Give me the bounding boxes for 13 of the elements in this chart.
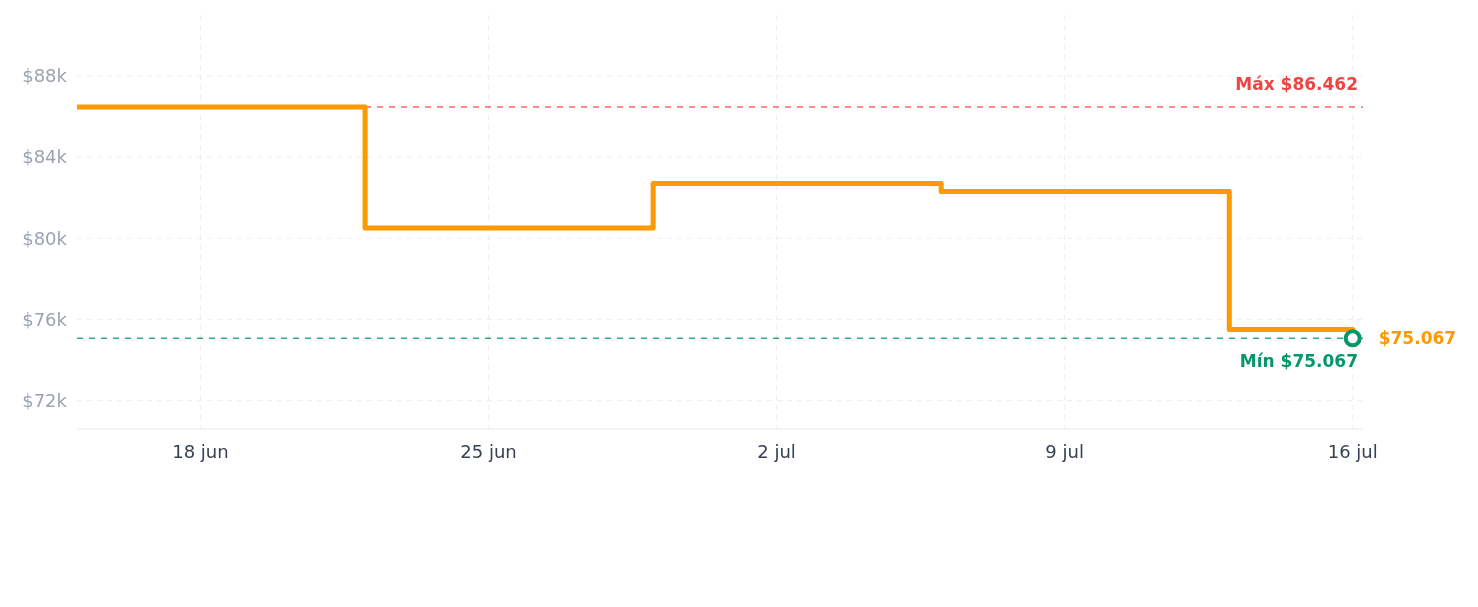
- y-tick-label: $72k: [22, 389, 68, 411]
- x-tick-label: 18 jun: [172, 441, 229, 462]
- x-tick-label: 25 jun: [460, 441, 517, 462]
- y-tick-label: $84k: [22, 146, 68, 168]
- annotation: $75.067: [1378, 328, 1457, 349]
- ref-line-label: Máx $86.462: [1235, 74, 1358, 95]
- y-tick-label: $88k: [22, 65, 68, 87]
- y-tick-label: $80k: [22, 227, 68, 249]
- y-tick-label: $76k: [22, 308, 68, 330]
- ref-line-label: Mín $75.067: [1239, 351, 1358, 372]
- x-tick-label: 9 jul: [1045, 441, 1084, 462]
- x-tick-label: 16 jul: [1327, 441, 1378, 462]
- x-tick-label: 2 jul: [757, 441, 796, 462]
